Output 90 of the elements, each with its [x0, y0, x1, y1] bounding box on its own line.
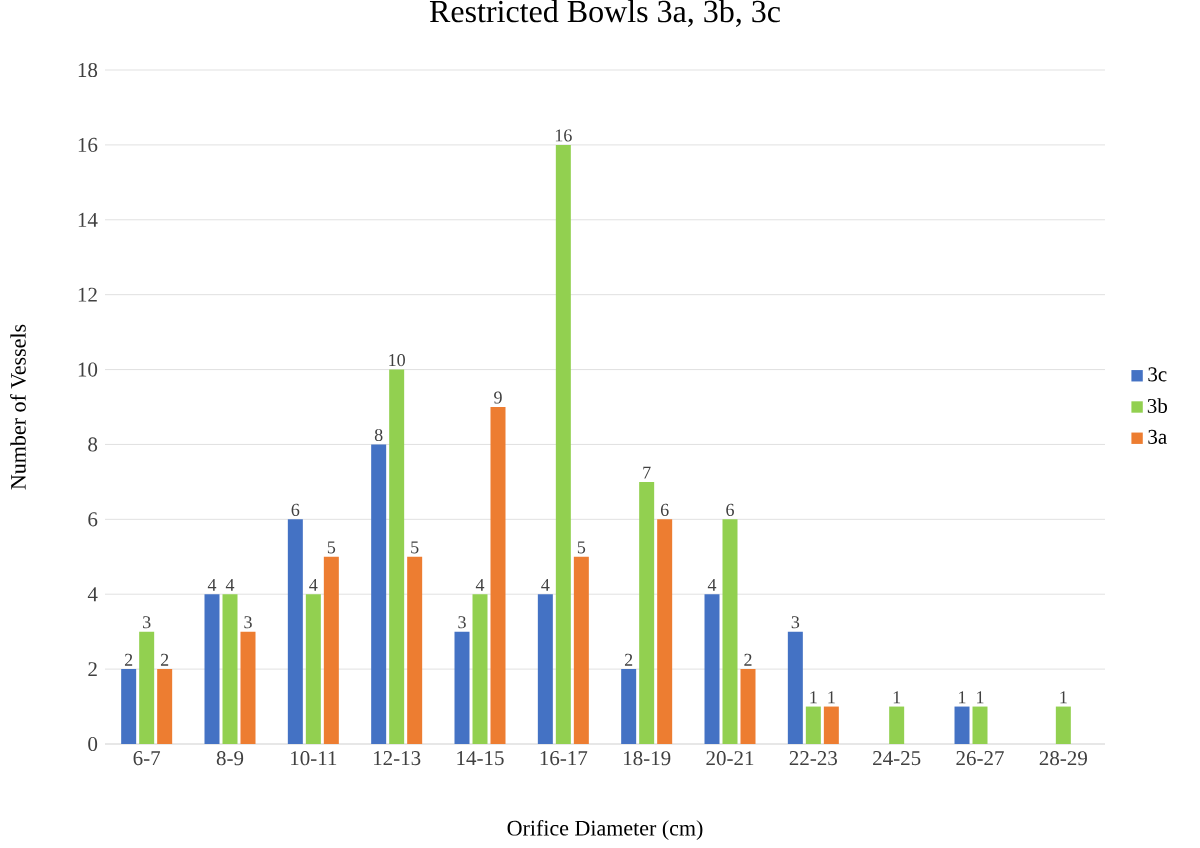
- bar: [204, 594, 220, 744]
- x-axis-title: Orifice Diameter (cm): [507, 819, 703, 841]
- bar: [472, 594, 488, 744]
- bar: [287, 519, 303, 744]
- data-label: 10: [389, 354, 405, 367]
- x-tick-label: 14-15: [457, 751, 504, 766]
- bar: [490, 407, 506, 744]
- bar: [305, 594, 321, 744]
- x-tick-label: 16-17: [540, 751, 588, 766]
- bar: [240, 631, 256, 744]
- data-label: 16: [555, 129, 572, 142]
- bar: [787, 631, 803, 744]
- data-label: 6: [291, 503, 300, 516]
- x-tick-label: 18-19: [624, 751, 671, 766]
- bar: [805, 706, 821, 744]
- y-tick-label: 14: [78, 212, 98, 227]
- bar: [889, 706, 905, 744]
- data-label: 3: [458, 616, 466, 629]
- data-label: 3: [244, 616, 252, 629]
- data-label: 2: [744, 653, 752, 666]
- bar: [823, 706, 839, 744]
- bar: [157, 669, 173, 744]
- bar: [139, 631, 155, 744]
- bar: [573, 556, 589, 744]
- data-label: 1: [893, 691, 901, 704]
- chart-title: Restricted Bowls 3a, 3b, 3c: [429, 0, 780, 27]
- x-tick-label: 10-11: [291, 751, 337, 766]
- data-label: 4: [309, 578, 318, 591]
- data-label: 4: [225, 578, 235, 591]
- legend-label: 3b: [1147, 398, 1167, 414]
- data-label: 4: [475, 578, 485, 591]
- data-label: 2: [124, 653, 133, 666]
- data-label: 4: [541, 578, 550, 591]
- bar: [639, 481, 655, 744]
- bar: [954, 706, 970, 744]
- bar: [454, 631, 470, 744]
- bar: [407, 556, 423, 744]
- bar: [704, 594, 720, 744]
- bar: [222, 594, 238, 744]
- legend-label: 3a: [1148, 429, 1167, 444]
- y-tick-label: 8: [88, 437, 98, 452]
- bar: [389, 369, 405, 744]
- x-tick-label: 6-7: [133, 751, 161, 766]
- data-label: 5: [577, 541, 586, 554]
- y-tick-label: 12: [78, 287, 97, 302]
- y-tick-label: 6: [88, 512, 98, 527]
- bar: [323, 556, 339, 744]
- y-axis-title: Number of Vessels: [10, 324, 26, 490]
- data-label: 1: [959, 691, 966, 704]
- data-label: 5: [327, 541, 336, 554]
- bar: [740, 669, 756, 744]
- data-label: 6: [726, 503, 734, 516]
- x-tick-label: 20-21: [706, 751, 754, 766]
- bar: [537, 594, 553, 744]
- data-label: 6: [660, 503, 669, 516]
- data-label: 5: [411, 541, 419, 554]
- y-tick-label: 4: [87, 587, 98, 602]
- bar: [722, 519, 738, 744]
- bar: [121, 669, 137, 744]
- bar: [621, 669, 637, 744]
- x-tick-label: 22-23: [789, 751, 837, 766]
- bar: [657, 519, 673, 744]
- data-label: 2: [624, 653, 633, 666]
- data-label: 9: [494, 391, 502, 404]
- bar: [555, 144, 571, 744]
- bar: [1055, 706, 1071, 744]
- y-tick-label: 18: [78, 62, 98, 78]
- data-label: 1: [1060, 691, 1067, 704]
- y-tick-label: 10: [78, 362, 98, 377]
- legend-label: 3c: [1148, 367, 1167, 382]
- data-label: 1: [810, 691, 817, 704]
- data-label: 7: [643, 466, 651, 479]
- x-tick-label: 26-27: [956, 751, 1004, 766]
- x-tick-label: 24-25: [873, 751, 921, 766]
- x-tick-label: 8-9: [216, 751, 244, 766]
- data-label: 1: [828, 691, 835, 704]
- data-label: 2: [160, 653, 169, 666]
- data-label: 4: [207, 578, 217, 591]
- y-tick-label: 2: [88, 662, 97, 677]
- bar: [972, 706, 988, 744]
- bar: [371, 444, 387, 744]
- x-tick-label: 12-13: [374, 751, 421, 766]
- data-label: 3: [791, 616, 800, 629]
- data-label: 1: [977, 691, 984, 704]
- data-label: 3: [143, 616, 151, 629]
- y-tick-label: 0: [88, 736, 98, 752]
- x-tick-label: 28-29: [1039, 751, 1087, 766]
- data-label: 4: [707, 578, 717, 591]
- data-label: 8: [374, 428, 383, 442]
- y-tick-label: 16: [78, 137, 98, 152]
